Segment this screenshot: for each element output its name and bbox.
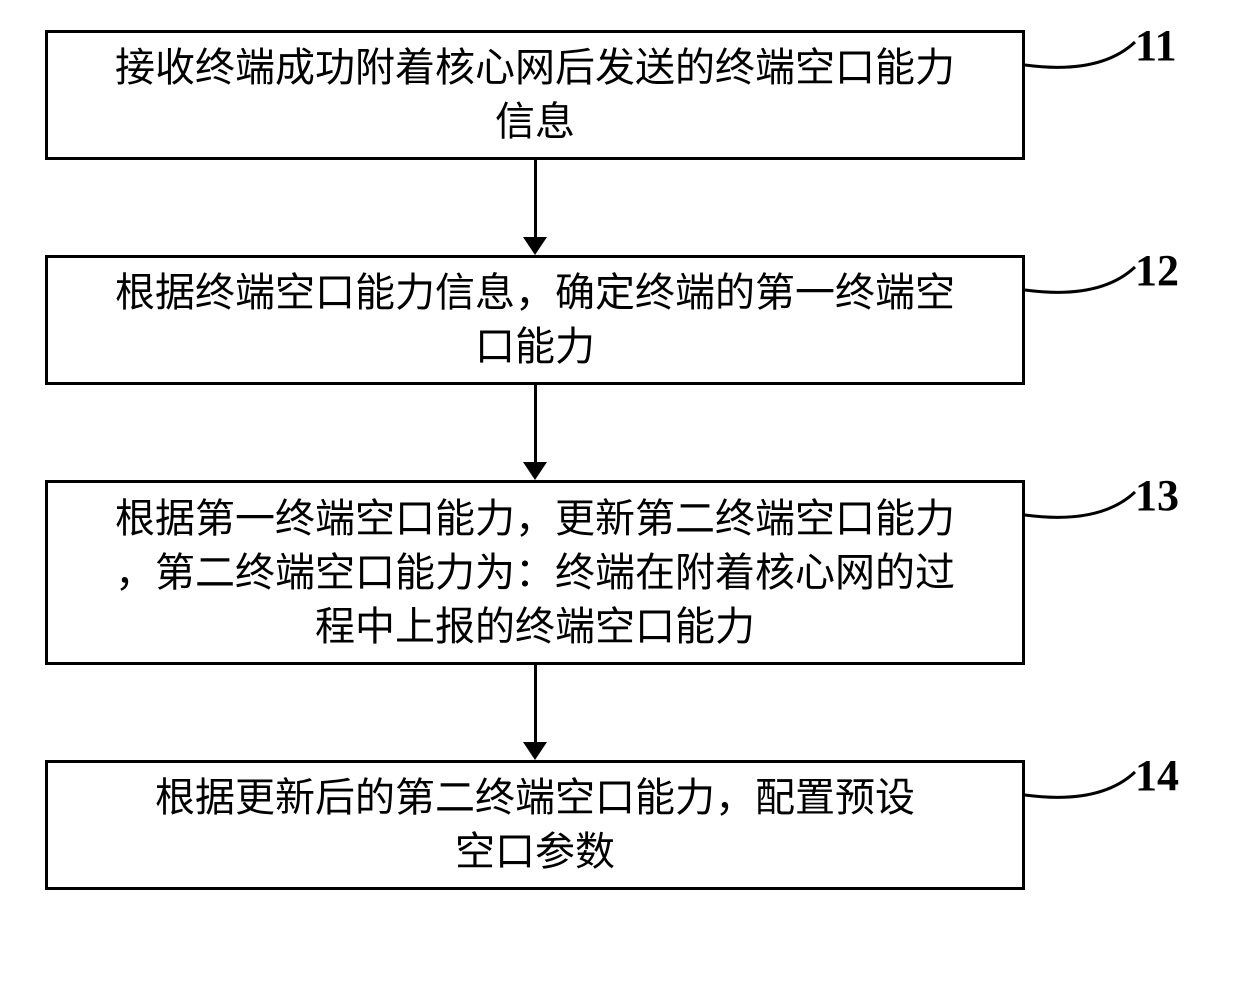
flowchart-container: 接收终端成功附着核心网后发送的终端空口能力 信息根据终端空口能力信息，确定终端的…	[0, 0, 1240, 981]
leader-line	[0, 0, 1240, 981]
step-number-label: 14	[1135, 750, 1179, 801]
